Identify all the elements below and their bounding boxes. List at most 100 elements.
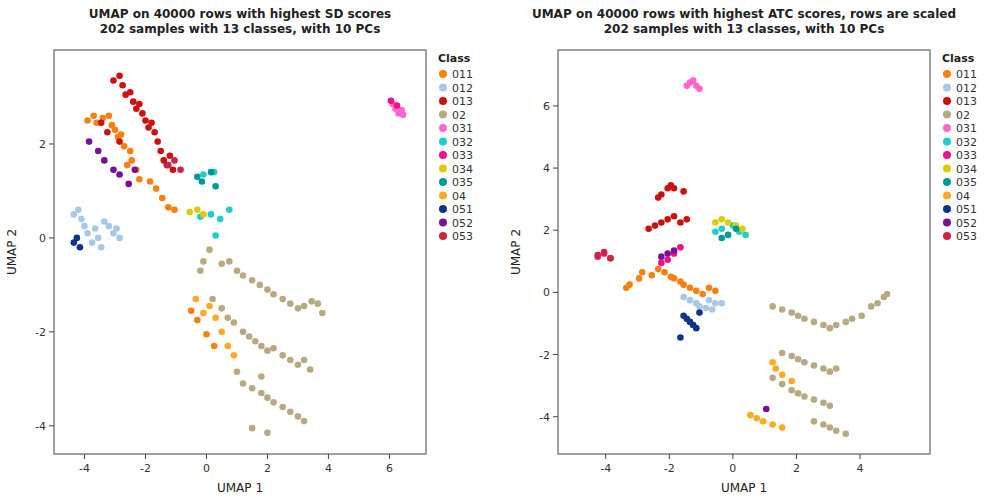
- point: [868, 303, 875, 310]
- point: [209, 296, 216, 303]
- point: [151, 129, 158, 136]
- point: [212, 183, 219, 190]
- x-tick-label: 2: [264, 462, 271, 475]
- point: [820, 421, 827, 428]
- point: [811, 418, 818, 425]
- point: [733, 225, 740, 232]
- point: [795, 390, 802, 397]
- point: [779, 350, 786, 357]
- legend-entry: 033: [956, 149, 977, 162]
- title-line: 202 samples with 13 classes, with 10 PCs: [100, 22, 381, 36]
- point: [842, 319, 849, 326]
- point: [159, 195, 166, 202]
- legend-marker: [943, 124, 951, 132]
- point: [258, 343, 265, 350]
- legend-marker: [943, 165, 951, 173]
- legend-entry: 052: [956, 217, 977, 230]
- y-tick-label: -2: [35, 326, 46, 339]
- point: [279, 352, 286, 359]
- title: UMAP on 40000 rows with highest ATC scor…: [532, 7, 956, 36]
- legend-marker: [943, 205, 951, 213]
- point: [231, 352, 238, 359]
- point: [264, 394, 271, 401]
- point: [136, 176, 143, 183]
- point: [110, 77, 117, 84]
- point: [226, 258, 233, 265]
- point: [212, 232, 219, 239]
- point: [820, 365, 827, 372]
- point: [671, 185, 678, 192]
- legend-entry: 035: [452, 176, 473, 189]
- point: [217, 216, 224, 223]
- point: [77, 244, 84, 251]
- point: [747, 412, 754, 419]
- point: [154, 138, 161, 145]
- legend-entry: 02: [452, 109, 466, 122]
- y-tick: [553, 292, 558, 293]
- x-tick: [267, 454, 268, 459]
- point: [769, 421, 776, 428]
- y-tick-label: 6: [543, 100, 550, 113]
- figure: UMAP on 40000 rows with highest SD score…: [0, 0, 1008, 504]
- point: [188, 307, 195, 314]
- legend-entry: 013: [956, 95, 977, 108]
- point: [712, 300, 719, 307]
- point: [119, 82, 126, 89]
- point: [74, 235, 81, 242]
- point: [279, 296, 286, 303]
- point: [308, 298, 315, 305]
- point: [246, 333, 253, 340]
- legend-entry: 012: [452, 82, 473, 95]
- point: [664, 256, 671, 263]
- point: [696, 86, 703, 93]
- point: [136, 101, 143, 108]
- point: [157, 148, 164, 155]
- legend-entry: 013: [452, 95, 473, 108]
- point: [270, 345, 277, 352]
- point: [264, 286, 271, 293]
- point: [833, 322, 840, 329]
- point: [394, 102, 401, 109]
- point: [218, 329, 225, 336]
- point: [257, 282, 264, 289]
- points: [594, 77, 890, 437]
- point: [739, 225, 746, 232]
- point: [165, 204, 172, 211]
- point: [113, 225, 120, 232]
- point: [200, 211, 207, 218]
- point: [788, 309, 795, 316]
- y-axis-label: UMAP 2: [5, 229, 19, 275]
- point: [712, 229, 719, 236]
- point: [127, 89, 134, 96]
- point: [811, 396, 818, 403]
- legend-entry: 033: [452, 149, 473, 162]
- point: [264, 347, 271, 354]
- point: [658, 253, 665, 260]
- legend-entry: 052: [452, 217, 473, 230]
- point: [279, 404, 286, 411]
- legend-marker: [439, 192, 447, 200]
- legend-marker: [439, 111, 447, 119]
- x-tick-label: 2: [793, 462, 800, 475]
- legend-entry: 053: [452, 230, 473, 243]
- legend-entry: 051: [956, 203, 977, 216]
- x-tick: [605, 454, 606, 459]
- point: [680, 188, 687, 195]
- point: [696, 309, 703, 316]
- point: [683, 216, 690, 223]
- point: [725, 232, 732, 239]
- legend-marker: [943, 97, 951, 105]
- point: [763, 406, 770, 413]
- point: [801, 316, 808, 323]
- legend-marker: [439, 138, 447, 146]
- point: [295, 305, 302, 312]
- point: [90, 112, 97, 119]
- point: [98, 120, 105, 127]
- point: [95, 148, 102, 155]
- point: [801, 359, 808, 366]
- legend-entry: 053: [956, 230, 977, 243]
- point: [664, 216, 671, 223]
- point: [218, 305, 225, 312]
- point: [712, 219, 719, 226]
- legend-entry: 035: [956, 176, 977, 189]
